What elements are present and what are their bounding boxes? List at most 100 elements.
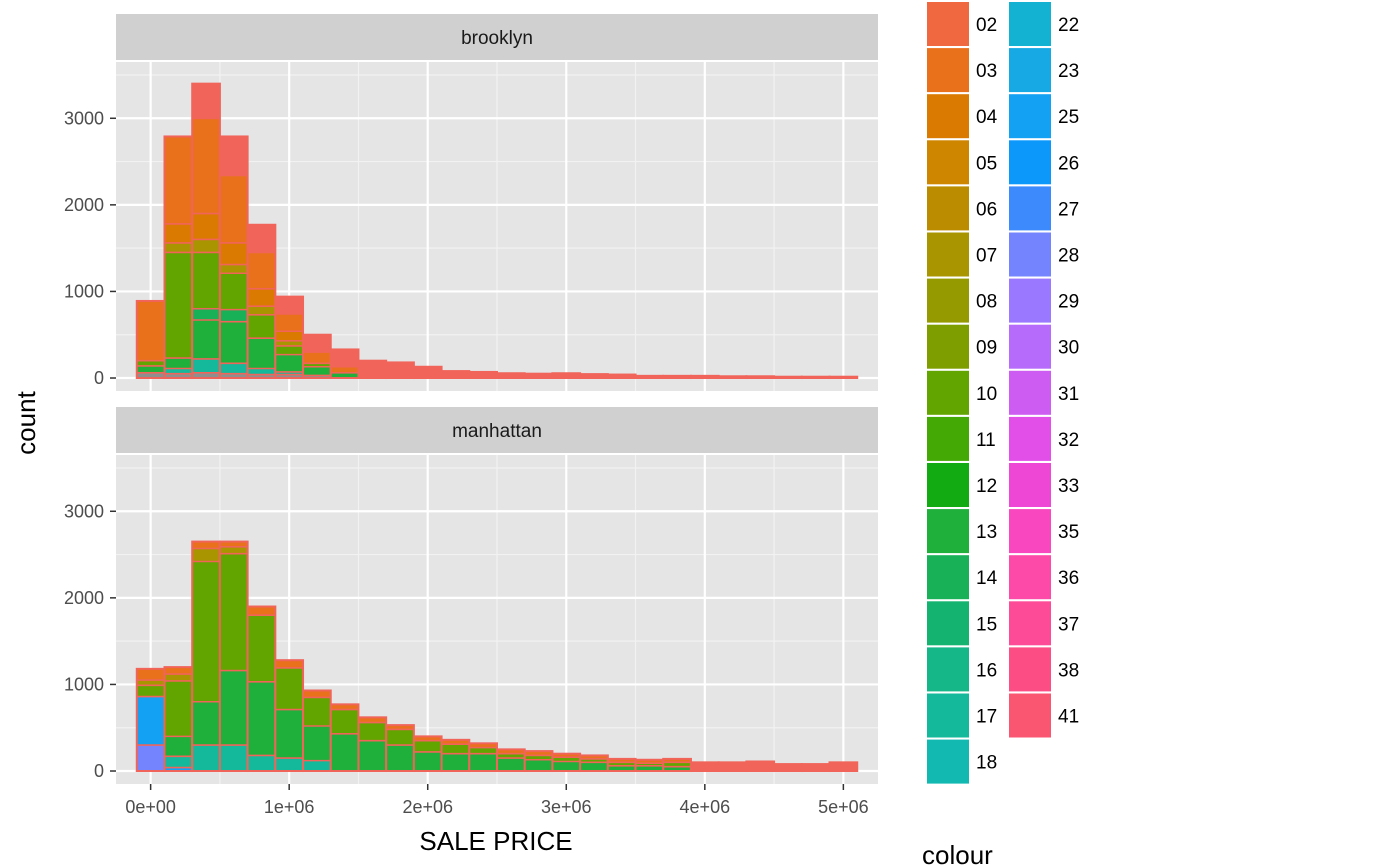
facet-brooklyn: brooklyn 0 1000 2000 3000 [64, 14, 878, 391]
bar-segment [358, 722, 387, 741]
gridlines [116, 62, 878, 391]
bar-segment [303, 760, 331, 772]
bar-segment [303, 725, 331, 761]
bar-segment [663, 762, 691, 767]
bar-segment [635, 759, 664, 764]
legend-label: 35 [1058, 522, 1079, 543]
legend-key [1009, 232, 1051, 277]
bar-segment [441, 744, 470, 754]
bar-segment [635, 763, 664, 766]
bar-segment [192, 745, 220, 772]
bar-segment [580, 762, 608, 772]
bar-segment [635, 375, 664, 379]
legend-item-11: 11 [927, 416, 996, 461]
legend-key [927, 463, 969, 507]
legend-key [927, 186, 969, 231]
legend-item-28: 28 [1009, 232, 1079, 277]
bar-segment [690, 762, 719, 772]
bar-segment [303, 334, 331, 353]
legend-key [927, 647, 969, 692]
legend-label: 08 [976, 292, 997, 313]
bar-segment [718, 762, 747, 772]
bar-segment [192, 308, 220, 321]
legend-label: 09 [976, 338, 997, 359]
legend-key [927, 278, 969, 323]
bar-segment [219, 546, 248, 554]
bar-segment [192, 358, 220, 373]
legend-item-35: 35 [1009, 509, 1079, 554]
legend-item-17: 17 [927, 693, 997, 738]
bar-segment [136, 360, 165, 366]
legend-label: 10 [976, 384, 997, 405]
legend-item-15: 15 [927, 601, 997, 646]
legend-item-33: 33 [1009, 463, 1079, 507]
bar-segment [497, 373, 525, 379]
legend-item-07: 07 [927, 232, 997, 277]
legend-key [927, 693, 969, 738]
bar-segment [247, 755, 276, 772]
bar-segment [275, 660, 304, 668]
legend-key [927, 140, 969, 185]
bar-segment [164, 373, 193, 379]
bar-outline [745, 375, 776, 380]
legend-item-29: 29 [1009, 278, 1079, 323]
bar-segment [607, 762, 636, 766]
bar-segment [303, 690, 331, 698]
bar-segment [219, 553, 248, 671]
bar-segment [247, 615, 276, 682]
bar-segment [247, 252, 276, 289]
legend: 02 03 04 05 06 07 08 09 10 11 12 13 14 15 16 17 18 22 23 25… [922, 2, 1079, 865]
legend-label: 07 [976, 246, 997, 267]
bar-segment [219, 136, 248, 176]
bar-outline [800, 375, 831, 380]
bar-segment [219, 321, 248, 364]
legend-item-14: 14 [927, 555, 998, 600]
bar-segment [552, 753, 581, 758]
legend-key [927, 2, 969, 46]
x-tick-label: 2e+06 [402, 797, 453, 817]
bar-segment [219, 373, 248, 379]
legend-item-06: 06 [927, 186, 997, 231]
legend-label: 30 [1058, 338, 1079, 359]
legend-item-30: 30 [1009, 324, 1079, 369]
legend-title: colour [922, 840, 993, 865]
bar-segment [275, 709, 304, 759]
bar-segment [164, 680, 193, 737]
bar-segment [746, 761, 775, 772]
legend-label: 11 [976, 430, 996, 451]
legend-key [1009, 601, 1051, 646]
bar-segment [164, 756, 193, 768]
bar-segment [219, 745, 248, 772]
y-tick-label: 0 [94, 368, 104, 388]
y-tick-label: 1000 [64, 281, 104, 301]
bar-segment [192, 541, 220, 549]
bar-segment [136, 745, 165, 772]
bar-segment [524, 755, 553, 760]
bar-segment [801, 764, 830, 772]
bar-segment [358, 717, 387, 723]
bar-segment [690, 375, 719, 379]
bar-segment [219, 264, 248, 274]
bar-segment [136, 372, 165, 379]
bar-segment [607, 758, 636, 763]
bar-segment [164, 252, 193, 359]
legend-item-23: 23 [1009, 48, 1079, 93]
legend-item-13: 13 [927, 509, 997, 554]
bar-segment [164, 767, 193, 772]
bar-segment [386, 362, 414, 379]
bar-segment [386, 725, 414, 730]
legend-label: 15 [976, 614, 997, 635]
legend-key [927, 509, 969, 554]
bar-segment [275, 371, 304, 375]
legend-key [1009, 463, 1051, 507]
bar-segment [192, 252, 220, 309]
bar-segment [635, 765, 664, 772]
histogram-bars [135, 82, 859, 380]
bar-segment [663, 375, 691, 379]
bar-segment [303, 697, 331, 726]
bar-segment [330, 704, 359, 710]
bar-segment [164, 358, 193, 369]
y-tick-label: 2000 [64, 588, 104, 608]
bar-segment [303, 366, 331, 376]
x-tick-label: 1e+06 [264, 797, 315, 817]
